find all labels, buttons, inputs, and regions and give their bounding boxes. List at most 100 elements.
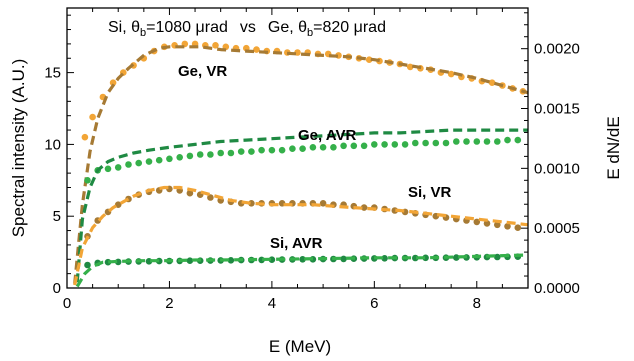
series-layer xyxy=(73,40,529,288)
series-ge-vr xyxy=(73,40,529,284)
series-ge-avr-point xyxy=(145,158,153,165)
series-ge-avr-point xyxy=(135,159,142,167)
series-ge-avr-point xyxy=(299,145,306,152)
x-tick-label: 6 xyxy=(370,295,378,312)
x-tick-label: 8 xyxy=(473,295,481,312)
series-ge-avr-point xyxy=(227,149,235,157)
series-ge-vr-point xyxy=(253,46,260,53)
series-ge-vr-point xyxy=(406,63,414,71)
series-si-avr-point xyxy=(453,254,460,261)
series-si-vr-point xyxy=(114,201,122,208)
series-ge-avr-line xyxy=(75,128,528,283)
series-si-vr-point xyxy=(494,221,501,229)
series-ge-avr-point xyxy=(422,139,429,147)
series-ge-avr-point xyxy=(155,156,163,164)
series-ge-avr-point xyxy=(340,142,347,150)
series-ge-avr-point xyxy=(442,139,450,147)
series-ge-avr-point xyxy=(412,139,419,147)
series-si-avr-point xyxy=(227,257,235,264)
series-ge-avr-point xyxy=(186,152,194,160)
series-si-avr-line xyxy=(75,253,529,288)
y-right-tick-label: 0.0020 xyxy=(534,41,580,58)
series-si-vr-point xyxy=(504,223,511,230)
series-si-avr-point xyxy=(422,254,429,262)
series-ge-vr-point xyxy=(89,113,96,121)
series-ge-avr-point xyxy=(289,145,296,152)
y-left-tick-label: 15 xyxy=(44,65,61,82)
series-ge-avr-point xyxy=(268,146,276,154)
series-ge-avr-point xyxy=(453,138,460,145)
series-si-vr-point xyxy=(514,224,522,231)
series-ge-avr-point xyxy=(350,142,358,150)
series-si-vr-point xyxy=(483,220,491,227)
series-ge-vr-point xyxy=(81,133,89,141)
series-ge-avr-point xyxy=(514,136,522,144)
y-right-tick-label: 0.0000 xyxy=(534,280,580,297)
series-ge-avr-point xyxy=(114,164,122,171)
y-right-tick-label: 0.0015 xyxy=(534,101,580,118)
series-si-vr-point xyxy=(473,218,481,226)
series-si-vr-point xyxy=(319,200,327,207)
series-ge-avr-point xyxy=(391,141,399,148)
series-si-avr-point xyxy=(186,257,194,265)
label-si-vr: Si, VR xyxy=(408,184,452,201)
x-tick-label: 4 xyxy=(268,295,276,312)
series-ge-vr-point xyxy=(212,42,219,49)
y-left-tick-label: 10 xyxy=(44,136,61,153)
series-si-vr-point xyxy=(360,204,368,211)
y-right-tick-label: 0.0010 xyxy=(534,160,580,177)
series-ge-avr-point xyxy=(309,144,317,151)
series-si-vr-point xyxy=(186,189,194,197)
series-si-avr-point xyxy=(84,261,91,269)
series-ge-avr-point xyxy=(166,155,173,163)
series-ge-avr-point xyxy=(371,141,378,148)
series-ge-vr-point xyxy=(447,70,455,78)
series-ge-avr-point xyxy=(217,149,224,157)
series-ge-vr-point xyxy=(365,56,373,63)
label-si-avr: Si, AVR xyxy=(270,235,323,252)
series-ge-avr-point xyxy=(278,146,286,154)
series-ge-vr-point xyxy=(109,79,117,86)
series-ge-avr-point xyxy=(494,138,501,145)
axes-layer: 0 2 4 6 8 0 5 10 15 0.0000 0.0005 0.0010 0.0015 0.002… xyxy=(44,7,580,312)
series-ge-avr-point xyxy=(196,151,204,158)
x-tick-label: 2 xyxy=(165,295,173,312)
series-ge-avr-point xyxy=(319,144,327,151)
series-ge-avr-point xyxy=(483,138,491,145)
series-si-avr-point xyxy=(494,253,501,261)
series-ge-avr-point xyxy=(125,161,132,168)
series-ge-avr xyxy=(75,128,528,283)
series-ge-avr-point xyxy=(207,151,214,158)
y-axis-left-label: Spectral intensity (A.U.) xyxy=(9,59,28,238)
series-ge-avr-point xyxy=(381,141,388,148)
series-ge-avr-point xyxy=(176,154,183,161)
series-ge-avr-point xyxy=(473,138,481,145)
label-ge-avr: Ge, AVR xyxy=(298,127,357,144)
series-ge-avr-point xyxy=(237,148,245,155)
series-si-vr xyxy=(73,185,529,286)
y-right-tick-label: 0.0005 xyxy=(534,220,580,237)
series-ge-avr-point xyxy=(401,141,409,148)
series-ge-avr-point xyxy=(330,144,337,151)
y-left-tick-label: 5 xyxy=(53,208,61,225)
series-si-vr-line xyxy=(73,185,529,286)
series-ge-avr-point xyxy=(360,142,368,150)
label-ge-vr: Ge, VR xyxy=(178,63,227,80)
series-ge-avr-point xyxy=(104,165,112,173)
series-ge-avr-point xyxy=(258,146,265,154)
x-tick-label: 0 xyxy=(63,295,71,312)
chart-title: Si, θb=1080 μrad vs Ge, θb=820 μrad xyxy=(108,19,386,39)
y-left-tick-label: 0 xyxy=(53,280,61,297)
y-axis-right-label: E dN/dE xyxy=(604,116,623,179)
series-ge-vr-point xyxy=(488,79,496,86)
series-ge-avr-point xyxy=(84,177,91,184)
series-si-avr xyxy=(75,253,529,288)
series-ge-avr-point xyxy=(248,148,255,155)
series-ge-avr-point xyxy=(463,138,470,145)
x-axis-label: E (MeV) xyxy=(269,337,331,356)
series-ge-avr-point xyxy=(504,136,511,144)
series-ge-vr-line xyxy=(73,45,529,284)
series-ge-avr-point xyxy=(432,139,440,147)
series-si-avr-point xyxy=(340,255,347,263)
